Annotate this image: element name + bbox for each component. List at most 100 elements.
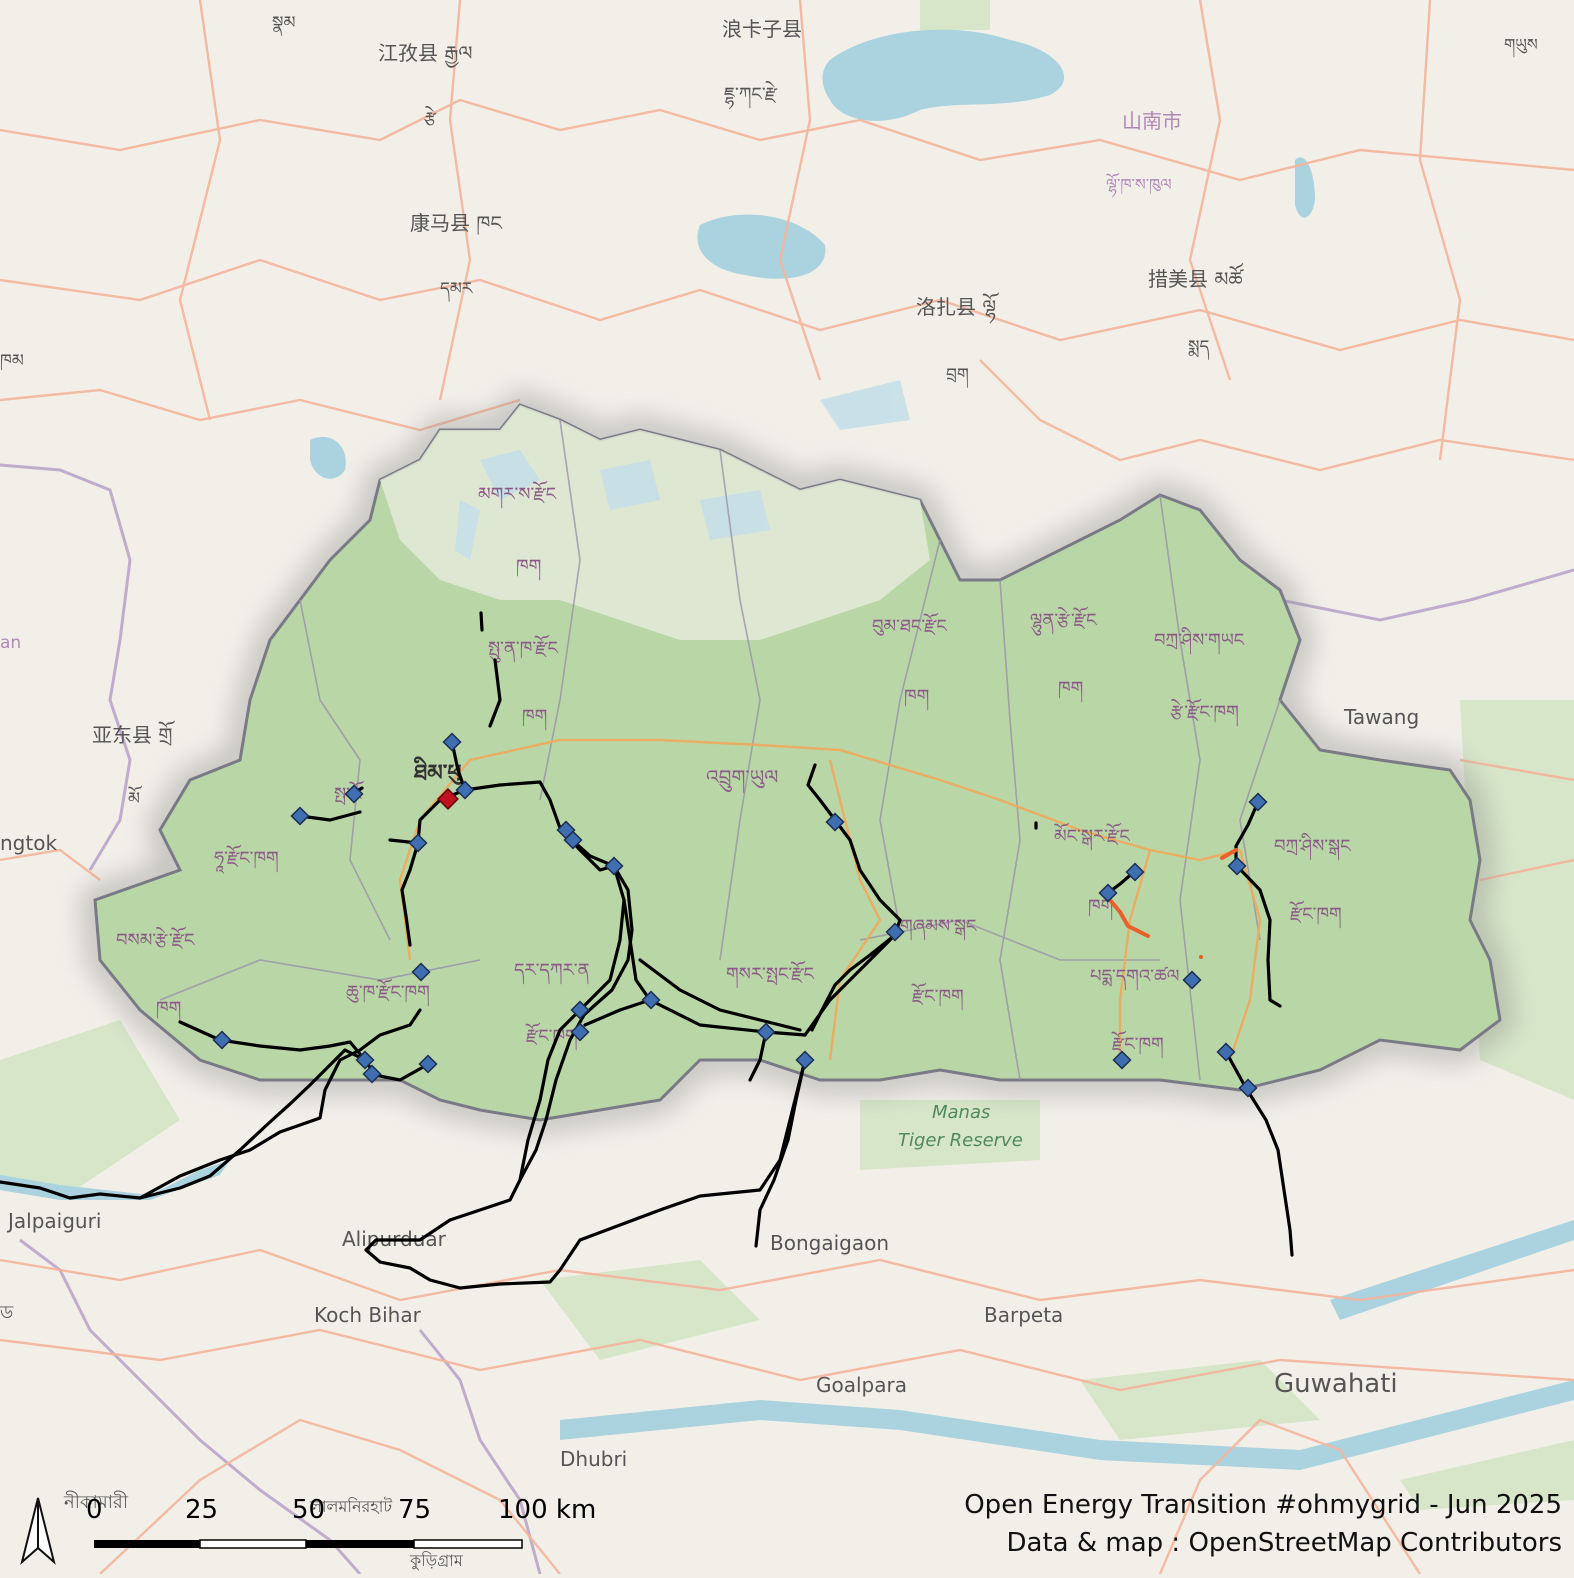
- substations: [212, 732, 1268, 1098]
- substation-marker[interactable]: [795, 1050, 815, 1070]
- label-manas-1: Manas: [932, 1102, 990, 1123]
- substation-marker[interactable]: [455, 780, 475, 800]
- scale-bar: 0 25 50 75 100 km: [86, 1495, 596, 1549]
- credit-line-1: Open Energy Transition #ohmygrid - Jun 2…: [964, 1490, 1562, 1520]
- substation-marker[interactable]: [570, 1000, 590, 1020]
- label-left-edge: ཁམ: [0, 351, 24, 371]
- substation-marker[interactable]: [756, 1022, 776, 1042]
- label-dagana: དར་དཀར་ན: [514, 960, 590, 985]
- label-manas-2: Tiger Reserve: [898, 1130, 1023, 1151]
- substation-marker[interactable]: [570, 1022, 590, 1042]
- scale-tick-75: 75: [398, 1495, 431, 1525]
- substation-marker[interactable]: [362, 1064, 382, 1084]
- substation-marker[interactable]: [825, 812, 845, 832]
- label-nagartse: ཇྷ་ཀང་རྫེ: [724, 80, 778, 110]
- substation-marker[interactable]: [212, 1030, 232, 1050]
- substation-marker[interactable]: [1227, 856, 1247, 876]
- forest-areas: [0, 0, 1574, 1510]
- label-lhuntse2: ཁག: [1058, 678, 1083, 703]
- place-labels: 浪卡子县 ཇྷ་ཀང་རྫེ 山南市 ལྷོ་ཁ་ས་ཁུལ 江孜县 རྒྱལ …: [0, 13, 1538, 855]
- label-guwahati: Guwahati: [1274, 1369, 1398, 1399]
- label-cuome: 措美县 མཚོ: [1148, 262, 1244, 291]
- label-yadong2: མོ: [128, 785, 143, 809]
- substation-marker[interactable]: [1098, 883, 1118, 903]
- label-cuome2: སྨད: [1188, 337, 1209, 361]
- label-kangmar: 康马县 ཁང: [410, 211, 503, 236]
- scale-bar-segment: [199, 1539, 307, 1549]
- power-lines: [0, 611, 1294, 1290]
- label-sarpang: གསར་སྤང་རྫོང: [726, 960, 815, 989]
- label-lhozhag: 洛扎县 ལྷོ: [916, 292, 999, 324]
- label-lhozhag2: བྲག: [946, 365, 969, 389]
- label-shannan: 山南市: [1122, 109, 1182, 133]
- substation-marker[interactable]: [885, 922, 905, 942]
- label-yangtse2: རྩེ་རྫོང་ཁག: [1170, 698, 1239, 727]
- label-zhemgang2: རྫོང་ཁག: [911, 982, 964, 1011]
- substation-marker[interactable]: [290, 806, 310, 826]
- label-left-edge2: an: [0, 633, 21, 653]
- credit-line-2: Data & map : OpenStreetMap Contributors: [1006, 1528, 1562, 1558]
- scale-tick-0: 0: [86, 1495, 103, 1525]
- substation-marker[interactable]: [563, 830, 583, 850]
- label-jalpaiguri: Jalpaiguri: [6, 1209, 101, 1233]
- water-bodies: [0, 29, 1574, 1470]
- label-kochbihar: Koch Bihar: [314, 1303, 422, 1327]
- admin-boundaries: [0, 463, 1574, 1575]
- label-gangtok: ngtok: [0, 831, 57, 855]
- substation-marker[interactable]: [604, 856, 624, 876]
- substation-marker[interactable]: [1112, 1050, 1132, 1070]
- north-arrow-icon: [20, 1497, 56, 1565]
- label-yangtse: བཀྲ་ཤིས་གཡང: [1154, 626, 1245, 655]
- south-labels: Jalpaiguri Alipurduar Koch Bihar Bongaig…: [0, 1209, 1398, 1570]
- label-goalpara: Goalpara: [816, 1373, 907, 1397]
- glaciers: [455, 380, 910, 560]
- substation-marker[interactable]: [355, 1050, 375, 1070]
- label-bongaigaon: Bongaigaon: [770, 1231, 889, 1255]
- label-kokrajhar: নীকামারী: [63, 1491, 129, 1513]
- label-barpeta: Barpeta: [984, 1303, 1063, 1327]
- construction-lines: [1108, 848, 1238, 959]
- label-tawang: Tawang: [1343, 705, 1419, 729]
- scale-tick-50: 50: [292, 1495, 325, 1525]
- label-yadong: 亚东县 གྲོ: [92, 720, 175, 747]
- substation-marker[interactable]: [344, 784, 364, 804]
- label-gyantse: 江孜县 རྒྱལ: [378, 41, 473, 68]
- label-pemagatshel: པདྨ་དགའ་ཚལ: [1090, 966, 1179, 991]
- scale-bar-segment: [413, 1539, 523, 1549]
- label-kurigram: কুড়িগ্রাম: [409, 1551, 464, 1570]
- substation-marker[interactable]: [418, 1054, 438, 1074]
- label-trashigang: བཀྲ་ཤིས་སྒང: [1274, 832, 1351, 861]
- label-gasa: མགར་ས་རྫོང: [478, 480, 557, 509]
- label-samtse: བསམ་རྩེ་རྫོང: [116, 926, 195, 951]
- substation-marker[interactable]: [442, 732, 462, 752]
- power-plant-marker[interactable]: [437, 788, 459, 810]
- label-top-left: སྣམ: [272, 13, 295, 37]
- label-trashigang2: རྫོང་ཁག: [1289, 900, 1342, 929]
- substation-marker[interactable]: [1182, 970, 1202, 990]
- label-top-right: གཡུས: [1504, 35, 1538, 58]
- substation-marker[interactable]: [1125, 862, 1145, 882]
- substation-marker[interactable]: [1248, 792, 1268, 812]
- bhutan-area: [93, 403, 1502, 1122]
- substation-marker[interactable]: [1216, 1042, 1236, 1062]
- label-dagana2: རྫོང་ཁག: [525, 1022, 578, 1051]
- label-mongar: མོང་སྒར་རྫོང: [1054, 822, 1131, 851]
- scale-tick-100: 100 km: [498, 1495, 596, 1525]
- substation-marker[interactable]: [411, 962, 431, 982]
- label-langkazi: 浪卡子县: [722, 17, 802, 41]
- substation-marker[interactable]: [641, 990, 661, 1010]
- label-bumthang2: ཁག: [904, 686, 929, 711]
- label-chukha: ཆུ་ཁ་རྫོང་ཁག: [346, 978, 430, 1007]
- scale-tick-25: 25: [185, 1495, 218, 1525]
- substation-marker[interactable]: [408, 833, 428, 853]
- district-labels: མགར་ས་རྫོང ཁག སྤུ་ན་ཁ་རྫོང ཁག ཐིམ་ཕུ སྤ་…: [116, 480, 1351, 1151]
- substation-marker[interactable]: [1238, 1078, 1258, 1098]
- label-gyantse2: རྩེ: [424, 106, 437, 129]
- label-lalmonirhat: লালমনিরহাট: [309, 1497, 392, 1516]
- scale-bar-segment: [94, 1540, 200, 1548]
- label-dhubri: Dhubri: [560, 1447, 627, 1471]
- label-gasa2: ཁག: [516, 556, 541, 581]
- label-zhemgang: གཞམས་སྒང: [900, 916, 977, 941]
